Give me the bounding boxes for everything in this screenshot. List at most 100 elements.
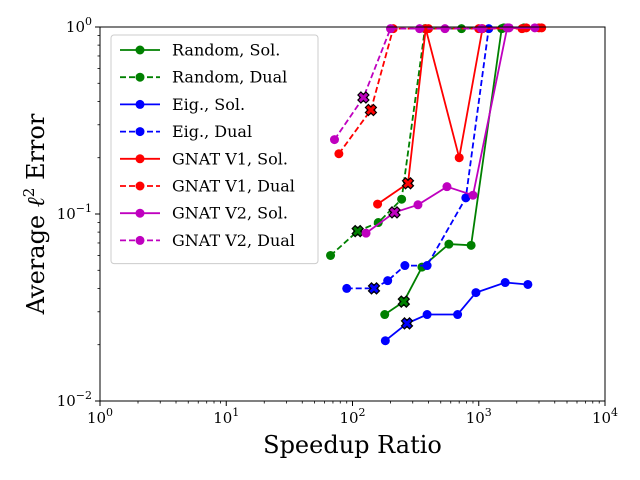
legend-marker-3 xyxy=(135,99,145,109)
y-tick-label-0: 10−2 xyxy=(57,389,92,410)
y-axis-label-exponent: 2 xyxy=(20,188,38,198)
x-marker-shape-8 xyxy=(357,91,370,104)
series-line-4 xyxy=(346,28,490,290)
data-point-7-5 xyxy=(468,190,478,200)
y-tick-label-exp-0: −2 xyxy=(76,389,92,402)
data-point-3-7 xyxy=(523,279,533,289)
legend-marker-5 xyxy=(135,154,145,164)
data-point-5-1 xyxy=(373,199,383,209)
series-5 xyxy=(373,23,547,209)
legend-marker-6 xyxy=(135,181,145,191)
x-marker-6 xyxy=(364,103,378,117)
y-tick-label-base-1: 10 xyxy=(57,205,76,223)
data-point-8-7 xyxy=(504,23,514,33)
data-point-8-6 xyxy=(476,24,486,34)
data-point-7-4 xyxy=(442,182,452,192)
data-point-1-1 xyxy=(380,310,390,320)
y-axis-label-prefix: Average xyxy=(22,207,50,315)
x-marker-shape-6 xyxy=(364,103,378,117)
y-axis-label: Average ℓ2 Error xyxy=(20,113,50,315)
legend: Random, Sol. Random, Dual Eig., Sol. Eig., … xyxy=(110,34,319,265)
series-line-2 xyxy=(329,26,504,257)
data-point-3-5 xyxy=(471,288,481,298)
legend-label-3: Eig., Sol. xyxy=(172,95,245,114)
legend-label-2: Random, Dual xyxy=(172,68,287,87)
x-tick-label-exp-3: 3 xyxy=(485,406,492,419)
x-tick-label-exp-2: 2 xyxy=(359,406,366,419)
legend-entry-2: Random, Dual xyxy=(120,68,287,87)
legend-label-7: GNAT V2, Sol. xyxy=(172,204,288,223)
series-7 xyxy=(361,23,540,238)
plot-series-group xyxy=(326,23,547,346)
series-4 xyxy=(342,24,494,295)
x-marker-1 xyxy=(397,295,411,308)
x-marker-shape-5 xyxy=(401,176,415,190)
x-tick-label-3: 103 xyxy=(466,406,492,427)
data-point-4-1 xyxy=(342,283,352,293)
data-point-3-4 xyxy=(453,310,463,320)
series-2 xyxy=(326,23,509,260)
series-8 xyxy=(329,23,514,145)
data-point-4-4 xyxy=(400,261,410,271)
y-tick-label-2: 100 xyxy=(66,15,92,36)
legend-label-5: GNAT V1, Sol. xyxy=(172,149,288,168)
series-1 xyxy=(380,23,529,320)
legend-marker-1 xyxy=(135,45,145,55)
legend-entry-5: GNAT V1, Sol. xyxy=(120,149,288,168)
plot-area xyxy=(326,23,547,346)
legend-entry-6: GNAT V1, Dual xyxy=(120,177,295,196)
x-tick-label-base-4: 10 xyxy=(592,409,611,427)
series-3 xyxy=(380,278,533,346)
legend-label-6: GNAT V1, Dual xyxy=(172,177,295,196)
legend-entry-1: Random, Sol. xyxy=(120,41,280,60)
x-marker-shape-1 xyxy=(397,295,411,308)
x-tick-label-base-3: 10 xyxy=(466,409,485,427)
data-point-2-6 xyxy=(456,24,466,34)
data-point-7-3 xyxy=(413,200,423,210)
data-point-8-4 xyxy=(415,24,425,34)
data-point-8-3 xyxy=(386,24,396,34)
x-tick-label-exp-4: 4 xyxy=(611,406,618,419)
x-tick-label-exp-0: 0 xyxy=(106,406,113,419)
y-tick-label-exp-1: −1 xyxy=(76,202,92,215)
x-tick-label-2: 102 xyxy=(339,406,365,427)
legend-marker-7 xyxy=(135,208,145,218)
legend-entry-7: GNAT V2, Sol. xyxy=(120,204,288,223)
legend-marker-4 xyxy=(135,127,145,137)
legend-label-8: GNAT V2, Dual xyxy=(172,231,295,250)
data-point-1-5 xyxy=(466,240,476,250)
legend-entry-8: GNAT V2, Dual xyxy=(120,231,295,250)
x-marker-shape-4 xyxy=(367,282,381,295)
data-point-8-5 xyxy=(440,24,450,34)
x-marker-4 xyxy=(367,282,381,295)
data-point-4-3 xyxy=(383,276,393,286)
data-point-5-4 xyxy=(454,153,464,163)
legend-marker-2 xyxy=(135,72,145,82)
data-point-2-4 xyxy=(397,194,407,204)
legend-entry-4: Eig., Dual xyxy=(120,122,252,141)
x-tick-label-base-2: 10 xyxy=(339,409,358,427)
data-point-4-6 xyxy=(461,193,471,203)
series-line-6 xyxy=(338,26,540,155)
data-point-6-1 xyxy=(334,149,344,159)
series-line-5 xyxy=(377,26,542,205)
data-point-8-1 xyxy=(329,135,339,145)
data-point-1-4 xyxy=(444,239,454,249)
x-marker-shape-7 xyxy=(388,206,401,219)
x-marker-7 xyxy=(388,206,401,219)
x-tick-label-4: 104 xyxy=(592,406,618,427)
legend-label-4: Eig., Dual xyxy=(172,122,252,141)
series-line-7 xyxy=(365,26,535,234)
data-point-3-6 xyxy=(500,278,510,288)
y-tick-label-base-0: 10 xyxy=(57,392,76,410)
legend-marker-8 xyxy=(135,235,145,245)
x-marker-8 xyxy=(357,91,370,104)
x-marker-shape-3 xyxy=(400,317,414,330)
x-tick-label-1: 101 xyxy=(213,406,239,427)
x-tick-label-exp-1: 1 xyxy=(232,406,239,419)
y-tick-label-exp-2: 0 xyxy=(85,15,92,28)
legend-box xyxy=(110,34,319,265)
x-marker-3 xyxy=(400,317,414,330)
